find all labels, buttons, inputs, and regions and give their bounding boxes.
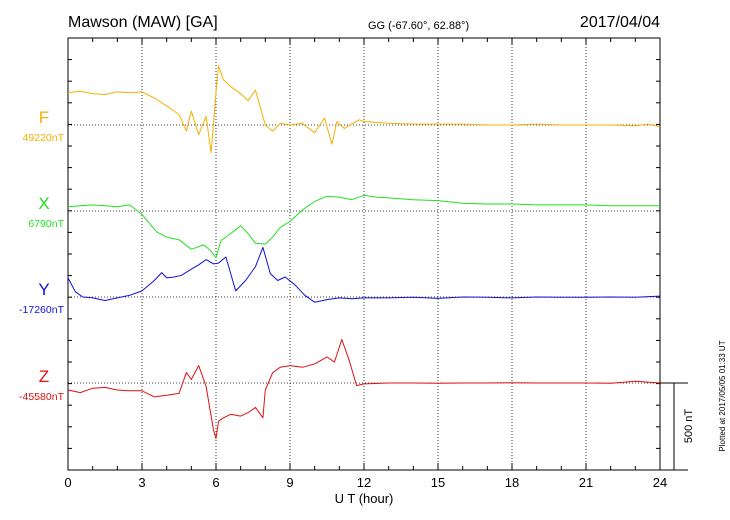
series-name-f: F xyxy=(39,108,49,127)
scale-bar: 500 nT xyxy=(660,382,695,471)
series-name-z: Z xyxy=(39,367,49,386)
x-tick-label: 24 xyxy=(653,475,667,490)
plotted-timestamp: Plotted at 2017/05/05 01:33 UT xyxy=(718,340,727,451)
x-tick-label: 15 xyxy=(431,475,445,490)
coordinates-label: GG (-67.60°, 62.88°) xyxy=(368,20,469,32)
tick-marks xyxy=(67,37,661,470)
series-labels: F 49220nT X 6790nT Y -17260nT Z -45580nT xyxy=(19,108,65,403)
date-label: 2017/04/04 xyxy=(580,14,660,31)
series-baseline-x: 6790nT xyxy=(28,218,64,230)
station-title: Mawson (MAW) [GA] xyxy=(68,14,218,31)
x-axis-label: U T (hour) xyxy=(335,491,394,506)
grid-lines xyxy=(68,38,660,470)
series-name-x: X xyxy=(38,194,49,213)
series-baseline-z: -45580nT xyxy=(19,391,65,403)
series-baseline-f: 49220nT xyxy=(23,132,65,144)
x-tick-label: 12 xyxy=(357,475,371,490)
series-baseline-y: -17260nT xyxy=(19,304,65,316)
series-line-x xyxy=(67,194,660,259)
series-line-f xyxy=(67,65,661,154)
x-tick-label: 0 xyxy=(64,475,71,490)
scale-bar-label: 500 nT xyxy=(683,409,695,444)
series-line-y xyxy=(67,246,661,303)
series-line-z xyxy=(67,339,661,440)
x-tick-label: 6 xyxy=(212,475,219,490)
x-tick-label: 3 xyxy=(138,475,145,490)
series-name-y: Y xyxy=(38,280,49,299)
x-tick-label: 21 xyxy=(579,475,593,490)
series-lines xyxy=(67,65,661,440)
x-tick-label: 18 xyxy=(505,475,519,490)
x-tick-labels: 0 3 6 9 12 15 18 21 24 xyxy=(64,475,667,490)
x-tick-label: 9 xyxy=(286,475,293,490)
